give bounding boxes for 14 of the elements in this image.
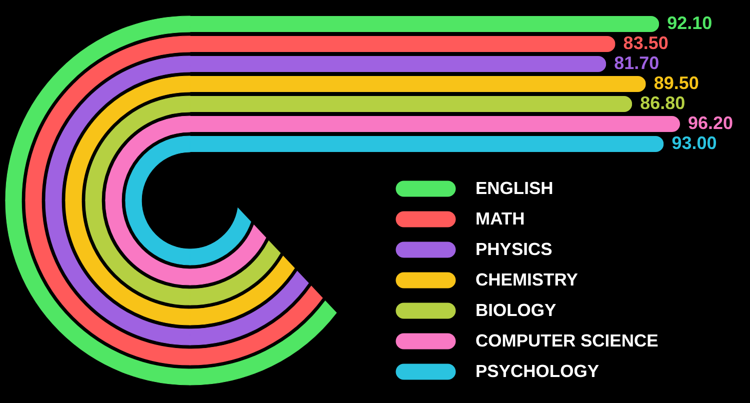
data-label: 81.70 (614, 53, 660, 73)
data-label: 93.00 (672, 133, 717, 153)
legend-label: CHEMISTRY (476, 269, 578, 290)
legend-label: COMPUTER SCIENCE (476, 330, 658, 350)
data-label: 86.80 (640, 93, 686, 113)
legend-label: PSYCHOLOGY (476, 360, 600, 381)
data-label: 92.10 (667, 13, 712, 33)
legend-label: PHYSICS (476, 238, 552, 259)
legend-label: MATH (476, 208, 525, 228)
legend-label: BIOLOGY (476, 300, 557, 320)
data-label: 83.50 (623, 33, 668, 53)
data-label: 96.20 (688, 113, 734, 133)
data-label: 89.50 (654, 73, 699, 93)
legend-label: ENGLISH (476, 178, 554, 198)
